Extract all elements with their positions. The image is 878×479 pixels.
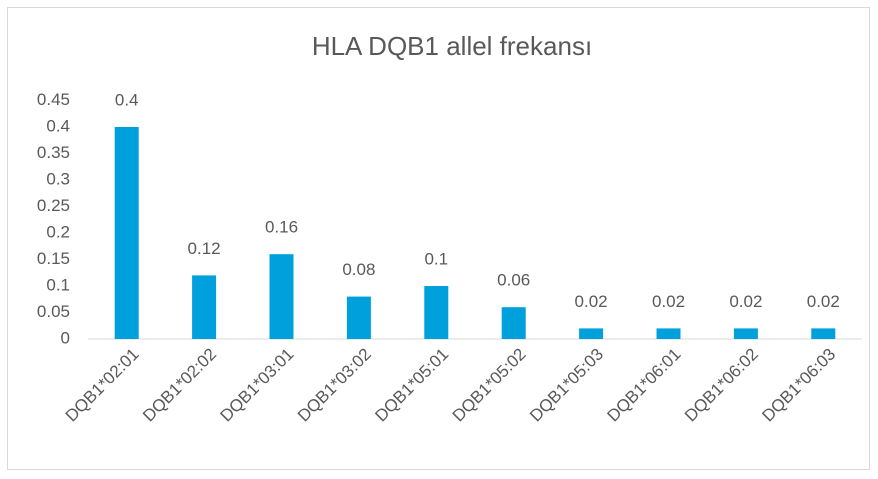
bar	[192, 275, 217, 339]
bar	[733, 328, 758, 339]
data-label: 0.02	[575, 292, 608, 311]
chart-title: HLA DQB1 allel frekansı	[312, 31, 592, 61]
bar	[656, 328, 681, 339]
bar	[269, 254, 294, 339]
y-tick-label: 0.45	[37, 90, 70, 109]
y-tick-label: 0.15	[37, 249, 70, 268]
data-label: 0.02	[807, 292, 840, 311]
bar	[579, 328, 604, 339]
y-tick-label: 0.2	[46, 222, 70, 241]
bar	[811, 328, 836, 339]
chart-border	[7, 7, 870, 470]
y-tick-label: 0.3	[46, 169, 70, 188]
y-tick-label: 0.1	[46, 275, 70, 294]
data-label: 0.1	[424, 249, 448, 268]
data-label: 0.08	[342, 260, 375, 279]
y-tick-label: 0.4	[46, 116, 70, 135]
bar	[346, 296, 371, 339]
bar	[501, 307, 526, 339]
y-tick-label: 0.25	[37, 196, 70, 215]
bar	[114, 127, 139, 339]
data-label: 0.4	[115, 90, 139, 109]
data-label: 0.02	[652, 292, 685, 311]
data-label: 0.12	[188, 239, 221, 258]
data-label: 0.06	[497, 271, 530, 290]
data-label: 0.02	[729, 292, 762, 311]
y-tick-label: 0.05	[37, 302, 70, 321]
y-tick-label: 0	[61, 328, 70, 347]
bar	[424, 286, 449, 339]
data-label: 0.16	[265, 218, 298, 237]
y-tick-label: 0.35	[37, 143, 70, 162]
